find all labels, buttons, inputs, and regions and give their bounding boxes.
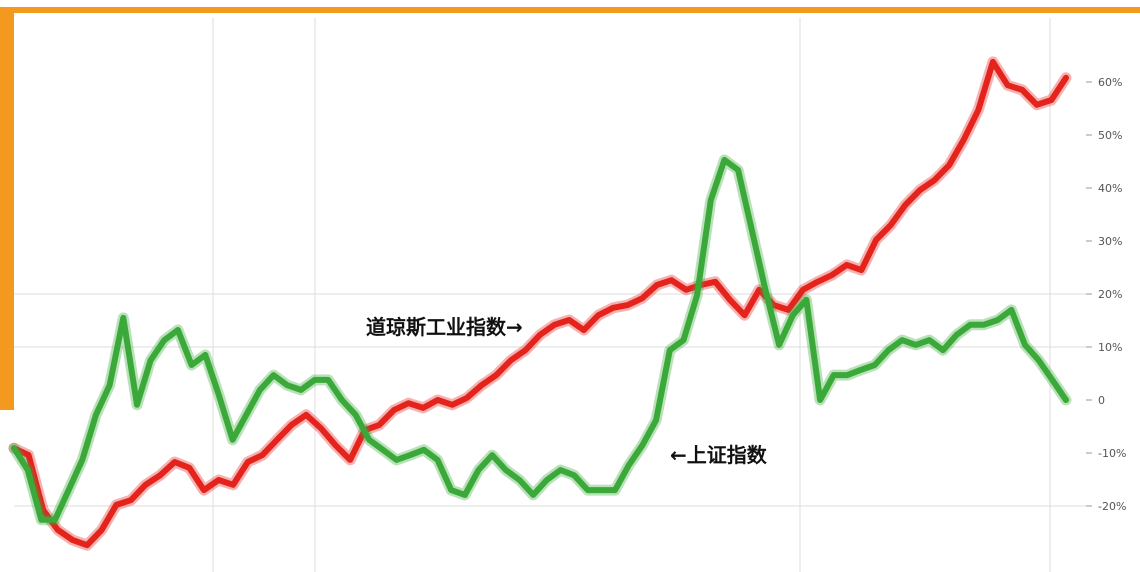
y-tick-label: 50% [1098, 129, 1122, 142]
y-tick-label: 20% [1098, 288, 1122, 301]
y-tick-label: 30% [1098, 235, 1122, 248]
y-tick-label: 60% [1098, 76, 1122, 89]
series-line-glow-dow [8, 56, 1072, 551]
series-line-dow [11, 58, 1069, 549]
grid-lines [14, 18, 1090, 572]
left-accent-bar [0, 7, 14, 410]
y-tick-label: 0 [1098, 394, 1105, 407]
y-tick-label: 40% [1098, 182, 1122, 195]
y-tick-label: 10% [1098, 341, 1122, 354]
y-axis-ticks: 60% 50% 40% 30% 20% 10% 0 -10% -20% [1086, 76, 1126, 513]
series-line-shanghai [11, 156, 1069, 523]
y-tick-label: -10% [1098, 447, 1126, 460]
shanghai-annotation: ←上证指数 [670, 443, 768, 467]
series-layer [8, 56, 1072, 551]
top-accent-bar [0, 7, 1140, 13]
dow-annotation: 道琼斯工业指数→ [366, 315, 523, 339]
y-tick-label: -20% [1098, 500, 1126, 513]
